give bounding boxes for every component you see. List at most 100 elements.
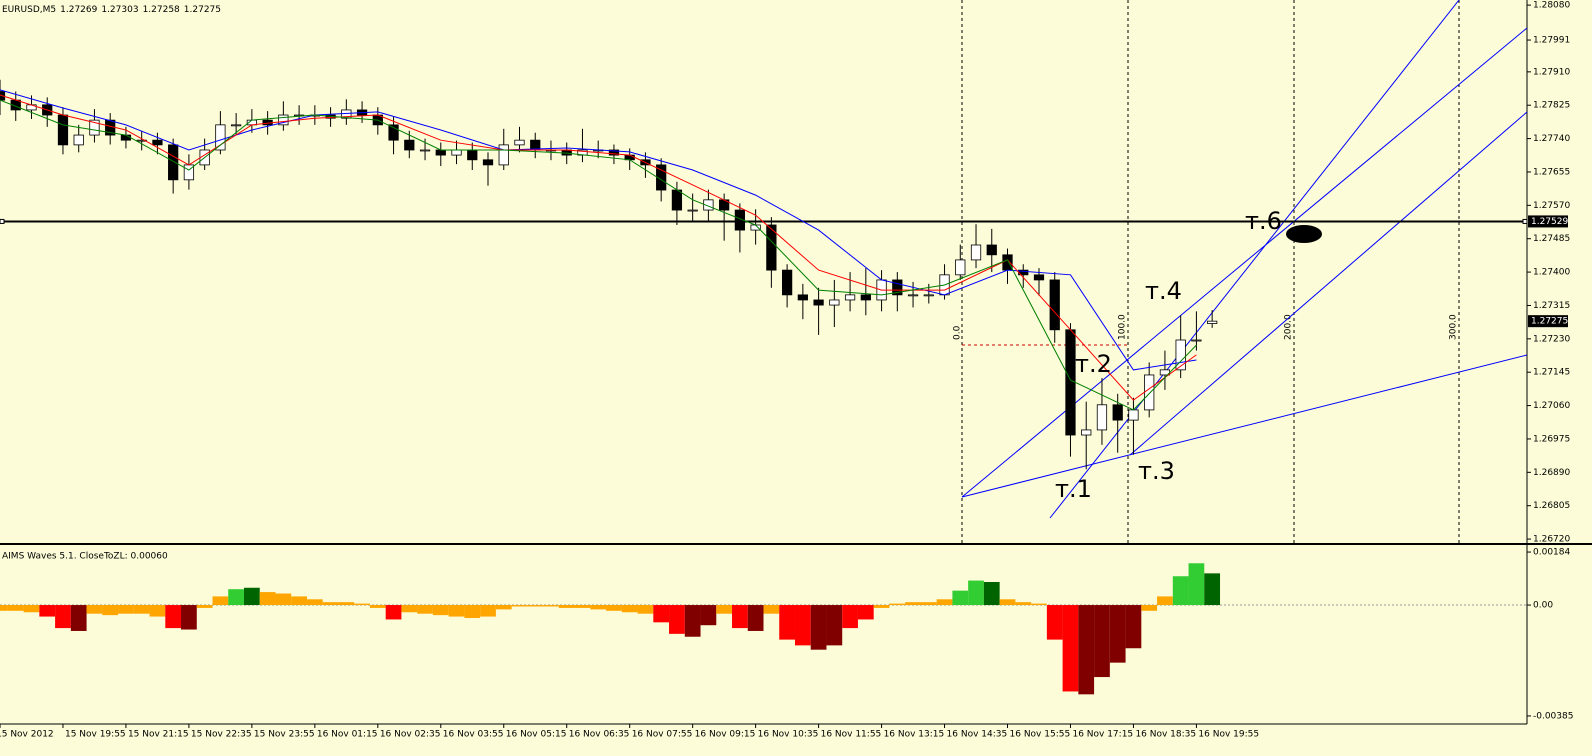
histogram-bar xyxy=(244,587,260,606)
candle-body xyxy=(278,114,289,126)
histogram-bar xyxy=(55,605,71,629)
histogram-bar xyxy=(968,580,984,606)
histogram-bar xyxy=(181,605,197,630)
histogram-bar xyxy=(133,605,150,614)
histogram-bar xyxy=(0,605,8,611)
candle-body xyxy=(923,294,934,297)
y-tick-label: 1.26720 xyxy=(1533,535,1570,545)
x-tick-label: 16 Nov 10:35 xyxy=(758,730,819,740)
histogram-bar xyxy=(1125,605,1142,649)
candle-body xyxy=(498,144,509,166)
y-tick-label: 1.27315 xyxy=(1533,301,1570,311)
histogram-bar xyxy=(1094,605,1110,678)
histogram-bar xyxy=(480,605,496,617)
y-tick-label: 0.00 xyxy=(1533,601,1553,611)
candle-body xyxy=(813,299,824,306)
histogram-bar xyxy=(905,602,921,606)
histogram-bar xyxy=(999,599,1016,606)
histogram-bar xyxy=(291,596,307,606)
histogram-bar xyxy=(983,582,1000,606)
symbol: EURUSD,M5 xyxy=(2,5,56,15)
candle-body xyxy=(671,189,683,211)
candle-body xyxy=(1049,279,1060,331)
histogram-bar xyxy=(1141,605,1158,611)
histogram-bar xyxy=(857,605,874,620)
y-tick-label: 1.27740 xyxy=(1533,134,1570,144)
indicator-panel: 0.00184 0.00 -0.00385 xyxy=(0,548,1573,721)
histogram-bar xyxy=(606,605,622,611)
annotation: т.2 xyxy=(1075,350,1112,378)
y-tick-label: 1.27825 xyxy=(1533,101,1570,111)
y-tick-label: 1.27570 xyxy=(1533,201,1570,211)
histogram-bar xyxy=(590,605,607,610)
histogram-bar xyxy=(338,602,355,606)
histogram-bar xyxy=(810,605,827,650)
histogram-bar xyxy=(574,605,591,608)
price-tag: 1.27529 xyxy=(1531,217,1568,227)
histogram-bar xyxy=(165,605,182,629)
histogram-bar xyxy=(322,602,339,606)
candle-body xyxy=(419,149,431,152)
histogram-bar xyxy=(1157,596,1173,606)
x-tick-label: 15 Nov 19:55 xyxy=(65,730,126,740)
candle-body xyxy=(656,164,667,191)
x-tick-label: 16 Nov 19:55 xyxy=(1198,730,1259,740)
histogram-bar xyxy=(39,605,56,617)
histogram-bar xyxy=(369,605,386,608)
histogram-bar xyxy=(952,590,969,606)
y-tick-label: 1.27400 xyxy=(1533,268,1570,278)
candle-body xyxy=(860,294,871,301)
x-tick-label: 16 Nov 17:15 xyxy=(1072,730,1133,740)
marker-oval xyxy=(1286,225,1322,243)
x-tick-label: 16 Nov 01:15 xyxy=(317,730,378,740)
histogram-bar xyxy=(385,605,402,620)
fibo-label: 200.0 xyxy=(1284,314,1294,340)
x-tick-label: 16 Nov 06:35 xyxy=(569,730,630,740)
histogram-bar xyxy=(401,605,418,613)
histogram-bar xyxy=(448,605,465,617)
indicator-title: AIMS Waves 5.1. CloseToZL: 0.00060 xyxy=(2,552,168,562)
y-tick-label: -0.00385 xyxy=(1533,711,1573,721)
quote: 1.27303 xyxy=(101,5,138,15)
histogram-bar xyxy=(1078,605,1095,695)
histogram-bar xyxy=(259,592,276,606)
histogram-bar xyxy=(920,602,937,606)
candle-body xyxy=(907,294,919,297)
candle-body xyxy=(73,134,84,146)
candle-body xyxy=(451,149,462,156)
candle-body xyxy=(892,279,903,296)
histogram-bar xyxy=(196,605,213,608)
histogram-bar xyxy=(70,605,87,631)
histogram-bar xyxy=(1204,573,1221,606)
histogram-bar xyxy=(794,605,811,646)
candle-body xyxy=(467,149,478,161)
hline-handle xyxy=(0,218,5,224)
histogram-bar xyxy=(118,605,134,614)
candle-body xyxy=(215,124,226,151)
histogram-bar xyxy=(889,603,906,606)
ma-line xyxy=(0,89,1197,371)
x-tick-label: 16 Nov 05:15 xyxy=(506,730,567,740)
y-tick-label: 1.27145 xyxy=(1533,368,1570,378)
histogram-bar xyxy=(621,605,638,613)
candle-body xyxy=(168,144,179,181)
histogram-bar xyxy=(275,593,292,606)
histogram-bar xyxy=(936,599,953,606)
chart-header: EURUSD,M5 1.27269 1.27303 1.27258 1.27275 xyxy=(2,5,221,15)
fibo-label: 100.0 xyxy=(1118,314,1128,340)
candle-body xyxy=(687,209,698,212)
candle-body xyxy=(404,139,415,151)
y-tick-label: 1.27230 xyxy=(1533,334,1570,344)
histogram-bar xyxy=(432,605,449,616)
candle-body xyxy=(829,299,840,306)
candle-body xyxy=(388,124,399,141)
candle-body xyxy=(781,269,793,296)
histogram-bar xyxy=(102,605,119,616)
candle-body xyxy=(1096,404,1108,431)
annotation: т.6 xyxy=(1245,207,1282,235)
x-tick-label: 16 Nov 03:55 xyxy=(443,730,504,740)
x-tick-label: 16 Nov 15:55 xyxy=(1010,730,1071,740)
y-tick-label: 1.27991 xyxy=(1533,36,1570,46)
